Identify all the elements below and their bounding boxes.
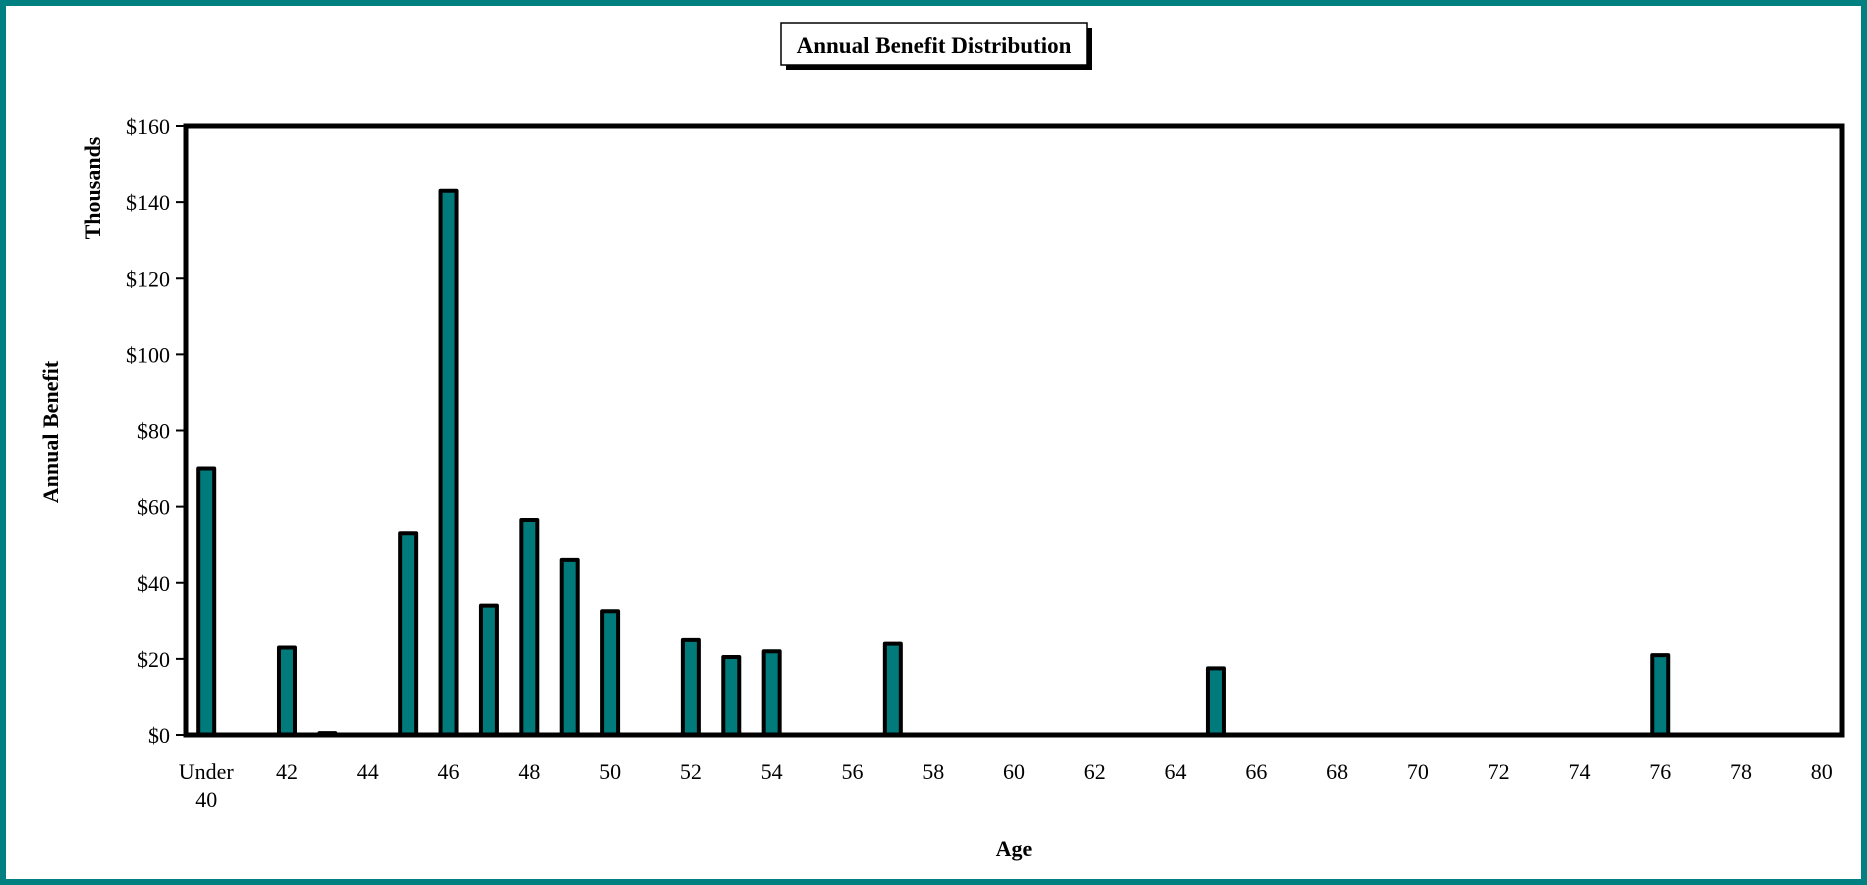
bar-76 [1650, 653, 1671, 738]
bar-46 [438, 188, 459, 737]
x-tick-label: 52 [680, 759, 702, 784]
x-tick-label: 44 [357, 759, 379, 784]
bar-54 [761, 649, 782, 738]
bar-47 [478, 603, 499, 738]
x-tick-label: 72 [1488, 759, 1510, 784]
y-tick-label: $80 [137, 419, 170, 444]
x-tick-label: 56 [841, 759, 863, 784]
bar-under-40 [196, 466, 217, 737]
y-tick-label: $120 [126, 266, 170, 291]
x-tick-label: 66 [1245, 759, 1267, 784]
y-tick-label: $0 [148, 723, 170, 748]
plot-area-border [183, 123, 1845, 738]
bars-group [196, 188, 1671, 738]
x-tick-label: Under 40 [179, 759, 235, 812]
x-tick-label: 74 [1568, 759, 1590, 784]
chart-title: Annual Benefit Distribution [797, 33, 1072, 58]
bar-53 [721, 654, 742, 737]
bar-48 [519, 517, 540, 738]
y-tick-label: $40 [137, 571, 170, 596]
x-tick-label: 80 [1811, 759, 1833, 784]
bar-45 [398, 531, 419, 738]
x-tick-label: 78 [1730, 759, 1752, 784]
x-tick-label: 68 [1326, 759, 1348, 784]
y-tick-label: $20 [137, 647, 170, 672]
x-ticks-group: Under 40 42 44 46 48 50 52 54 56 58 60 62 64 66 68 70 72 7… [179, 759, 1833, 812]
y-tick-label: $160 [126, 114, 170, 139]
y-tick-label: $60 [137, 495, 170, 520]
y-tick-label: $100 [126, 342, 170, 367]
bar-50 [600, 609, 621, 737]
x-tick-label: 70 [1407, 759, 1429, 784]
bar-57 [882, 641, 903, 738]
x-tick-label: 46 [438, 759, 460, 784]
bar-52 [680, 637, 701, 738]
title-box [780, 22, 1088, 66]
x-tick-label: 64 [1165, 759, 1187, 784]
y-axis-units-label: Thousands [80, 136, 105, 239]
x-tick-label: 42 [276, 759, 298, 784]
y-axis-label: Annual Benefit [38, 360, 63, 503]
y-ticks-group: $0 $20 $40 $60 $80 $100 $120 $140 $160 [126, 114, 186, 748]
x-tick-label: 58 [922, 759, 944, 784]
x-tick-label: 50 [599, 759, 621, 784]
x-tick-label: 60 [1003, 759, 1025, 784]
x-tick-label: 48 [518, 759, 540, 784]
bar-42 [276, 645, 297, 738]
x-tick-label: 62 [1084, 759, 1106, 784]
x-axis-label: Age [996, 836, 1033, 861]
x-tick-label: 76 [1649, 759, 1671, 784]
y-tick-label: $140 [126, 190, 170, 215]
bar-65 [1205, 666, 1226, 738]
bar-49 [559, 557, 580, 737]
x-tick-label: 54 [761, 759, 783, 784]
